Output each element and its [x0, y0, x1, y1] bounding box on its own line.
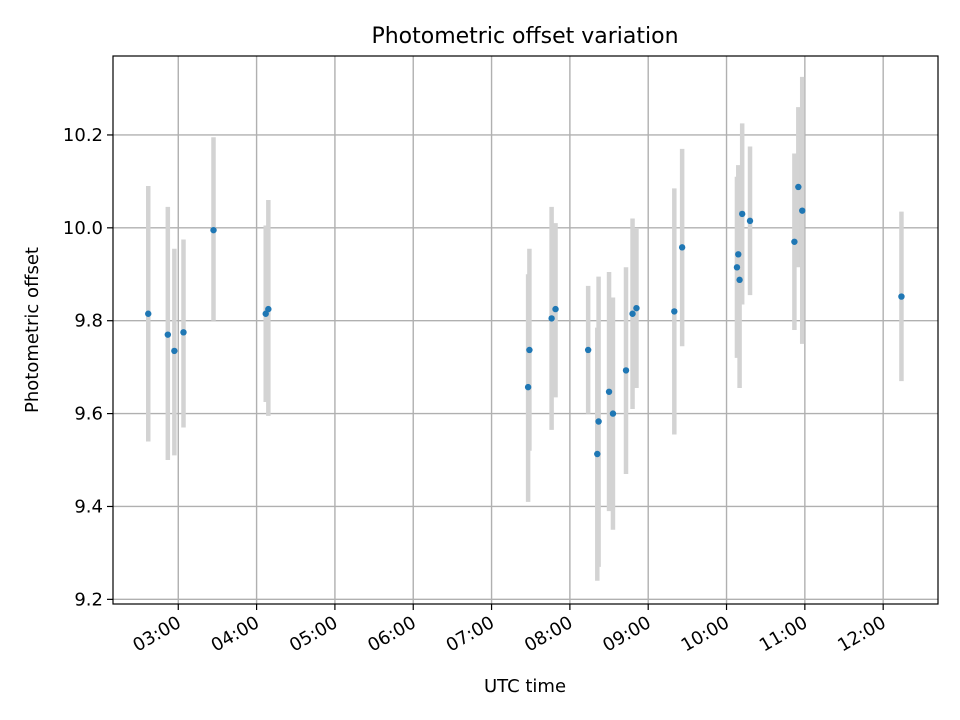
y-tick-label: 9.6 — [74, 404, 103, 425]
x-tick-label: 11:00 — [756, 612, 811, 656]
x-tick-label: 07:00 — [443, 612, 498, 656]
x-tick-label: 03:00 — [129, 612, 184, 656]
data-point — [609, 410, 617, 417]
data-point — [584, 346, 592, 354]
x-tick-label: 12:00 — [834, 612, 889, 656]
data-point — [791, 238, 798, 245]
data-point — [605, 388, 613, 395]
x-tick-label: 04:00 — [208, 612, 263, 656]
point-layer — [145, 183, 905, 458]
y-axis-label: Photometric offset — [22, 247, 43, 413]
grid-layer — [113, 56, 938, 604]
x-tick-label: 05:00 — [286, 612, 341, 656]
data-point — [738, 210, 746, 218]
y-tick-layer: 9.2 9.4 9.6 9.8 10.0 10.2 — [63, 125, 113, 610]
data-point — [595, 418, 602, 425]
data-point — [736, 276, 743, 284]
data-point — [622, 367, 630, 374]
data-point — [795, 183, 802, 191]
x-tick-label: 06:00 — [364, 612, 419, 656]
data-point — [746, 217, 754, 225]
data-point — [164, 331, 172, 338]
data-point — [898, 293, 905, 300]
data-point — [265, 305, 272, 313]
data-point — [210, 226, 217, 234]
y-tick-label: 9.2 — [74, 589, 103, 610]
data-point — [548, 315, 555, 322]
data-point — [171, 347, 178, 355]
data-point — [678, 244, 686, 251]
x-tick-label: 08:00 — [521, 612, 576, 656]
data-point — [733, 264, 741, 271]
y-tick-label: 10.0 — [63, 218, 103, 239]
x-tick-label: 09:00 — [599, 612, 654, 656]
data-point — [552, 305, 559, 313]
chart-title: Photometric offset variation — [371, 24, 678, 49]
data-point — [629, 310, 636, 317]
x-axis-label: UTC time — [484, 676, 566, 697]
y-tick-label: 9.8 — [74, 311, 103, 332]
data-point — [526, 346, 533, 354]
x-tick-label: 10:00 — [678, 612, 733, 656]
data-point — [735, 251, 742, 258]
data-point — [594, 450, 601, 458]
x-tick-layer: 03:00 04:00 05:00 06:00 07:00 08:00 09:00 10:00… — [129, 604, 890, 656]
y-tick-label: 9.4 — [74, 496, 103, 517]
data-point — [180, 329, 187, 336]
data-point — [799, 207, 806, 214]
plot-frame — [112, 55, 939, 605]
data-point — [633, 304, 640, 312]
errorbar-layer — [145, 76, 904, 581]
data-point — [671, 308, 678, 315]
data-point — [262, 310, 269, 317]
data-point — [145, 310, 152, 317]
y-tick-label: 10.2 — [63, 125, 103, 146]
data-point — [524, 383, 532, 391]
